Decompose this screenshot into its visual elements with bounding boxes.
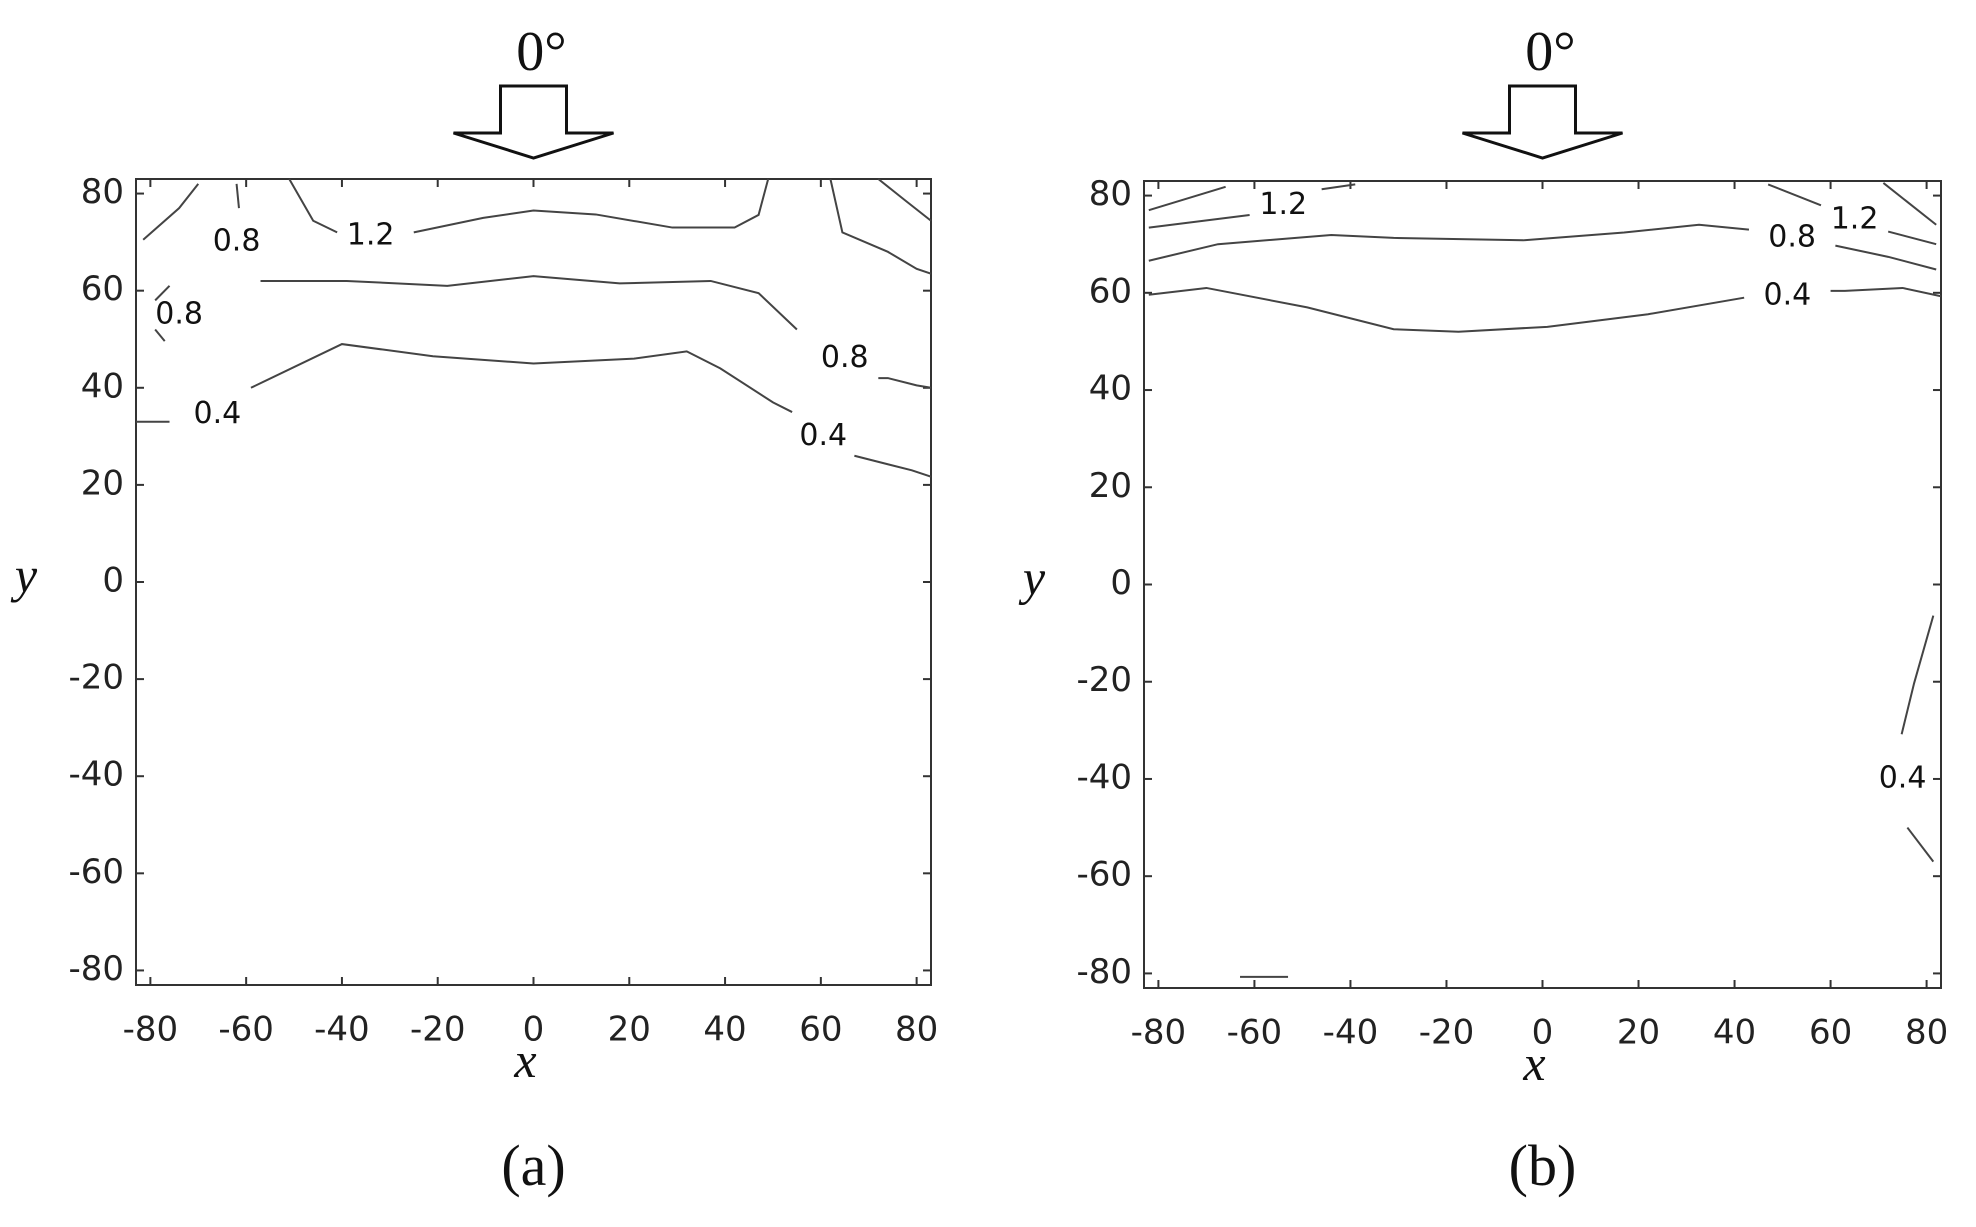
contour-label: 0.4	[1764, 278, 1812, 313]
contour-line	[829, 178, 932, 275]
contour-label: 0.8	[155, 296, 203, 331]
y-axis-label: y	[10, 547, 38, 603]
x-tick-label: 20	[608, 1010, 651, 1050]
contour-line	[1148, 214, 1250, 229]
x-axis-label: x	[1522, 1035, 1545, 1091]
contour-line	[1148, 185, 1226, 212]
contour-label: 1.2	[1831, 201, 1879, 236]
y-tick-label: 20	[1089, 466, 1132, 506]
contour-line	[1830, 286, 1942, 298]
contour-label: 0.4	[1879, 760, 1927, 795]
x-tick-label: 60	[1809, 1013, 1852, 1053]
y-tick-label: 80	[1089, 174, 1132, 214]
arrow-label: 0°	[1525, 21, 1575, 83]
y-tick-label: 60	[1089, 271, 1132, 311]
y-tick-label: 40	[1089, 369, 1132, 409]
contour-line	[250, 343, 793, 413]
contour-line	[877, 178, 932, 222]
x-tick-label: -40	[314, 1010, 370, 1050]
contour-line	[878, 377, 932, 389]
contour-line	[413, 178, 770, 234]
x-tick-label: 80	[1905, 1013, 1948, 1053]
panel-caption: (a)	[501, 1133, 565, 1198]
contour-line	[854, 454, 932, 478]
panel-caption: (b)	[1509, 1133, 1577, 1198]
contour-label: 0.8	[1768, 219, 1816, 254]
y-tick-label: 80	[81, 172, 124, 212]
contour-label: 0.4	[799, 418, 847, 453]
y-tick-label: -20	[1076, 660, 1132, 700]
y-axis-label: y	[1018, 550, 1046, 606]
x-tick-label: -40	[1323, 1013, 1379, 1053]
contour-line	[1148, 223, 1750, 262]
x-tick-label: -60	[218, 1010, 274, 1050]
y-tick-label: 0	[102, 561, 124, 601]
arrow-label: 0°	[516, 21, 566, 83]
x-axis-label: x	[513, 1032, 536, 1088]
x-tick-label: 20	[1617, 1013, 1660, 1053]
contour-line	[1148, 286, 1745, 333]
wind-arrow	[1462, 84, 1623, 160]
y-tick-label: -60	[1076, 855, 1132, 895]
x-tick-label: -80	[123, 1010, 179, 1050]
contour-line	[1321, 183, 1356, 191]
wind-arrow	[453, 84, 614, 160]
x-tick-label: 80	[895, 1010, 938, 1050]
contour-line	[1906, 826, 1935, 863]
contour-line	[1767, 183, 1822, 207]
y-tick-label: -60	[68, 852, 124, 892]
contour-label: 1.2	[1259, 187, 1307, 222]
y-tick-label: -20	[68, 658, 124, 698]
contour-line	[154, 328, 166, 342]
contour-line	[1900, 615, 1935, 735]
x-tick-label: 0	[523, 1010, 545, 1050]
contour-label: 0.8	[821, 340, 869, 375]
x-tick-label: -20	[410, 1010, 466, 1050]
y-tick-label: 20	[81, 463, 124, 503]
y-tick-label: 0	[1110, 563, 1132, 603]
y-tick-label: -80	[1076, 952, 1132, 992]
contour-line	[1887, 230, 1937, 246]
y-tick-label: -40	[1076, 757, 1132, 797]
contour-line	[260, 275, 798, 331]
contour-line	[142, 183, 200, 241]
x-tick-label: -80	[1131, 1013, 1187, 1053]
y-tick-label: -80	[68, 949, 124, 989]
x-tick-label: -20	[1419, 1013, 1475, 1053]
y-tick-label: 60	[81, 269, 124, 309]
contour-line	[154, 285, 171, 302]
contour-label: 1.2	[347, 217, 395, 252]
x-tick-label: -60	[1227, 1013, 1283, 1053]
x-tick-label: 60	[799, 1010, 842, 1050]
y-tick-label: -40	[68, 755, 124, 795]
contour-line	[1835, 244, 1937, 271]
contour-line	[1882, 182, 1937, 226]
contour-label: 0.4	[194, 396, 242, 431]
x-tick-label: 0	[1532, 1013, 1554, 1053]
contour-label: 0.8	[213, 224, 261, 259]
x-tick-label: 40	[1713, 1013, 1756, 1053]
plot-frame	[135, 178, 932, 986]
plot-frame	[1143, 180, 1942, 989]
contour-line	[288, 178, 338, 234]
x-tick-label: 40	[703, 1010, 746, 1050]
y-tick-label: 40	[81, 366, 124, 406]
contour-line	[235, 183, 240, 209]
